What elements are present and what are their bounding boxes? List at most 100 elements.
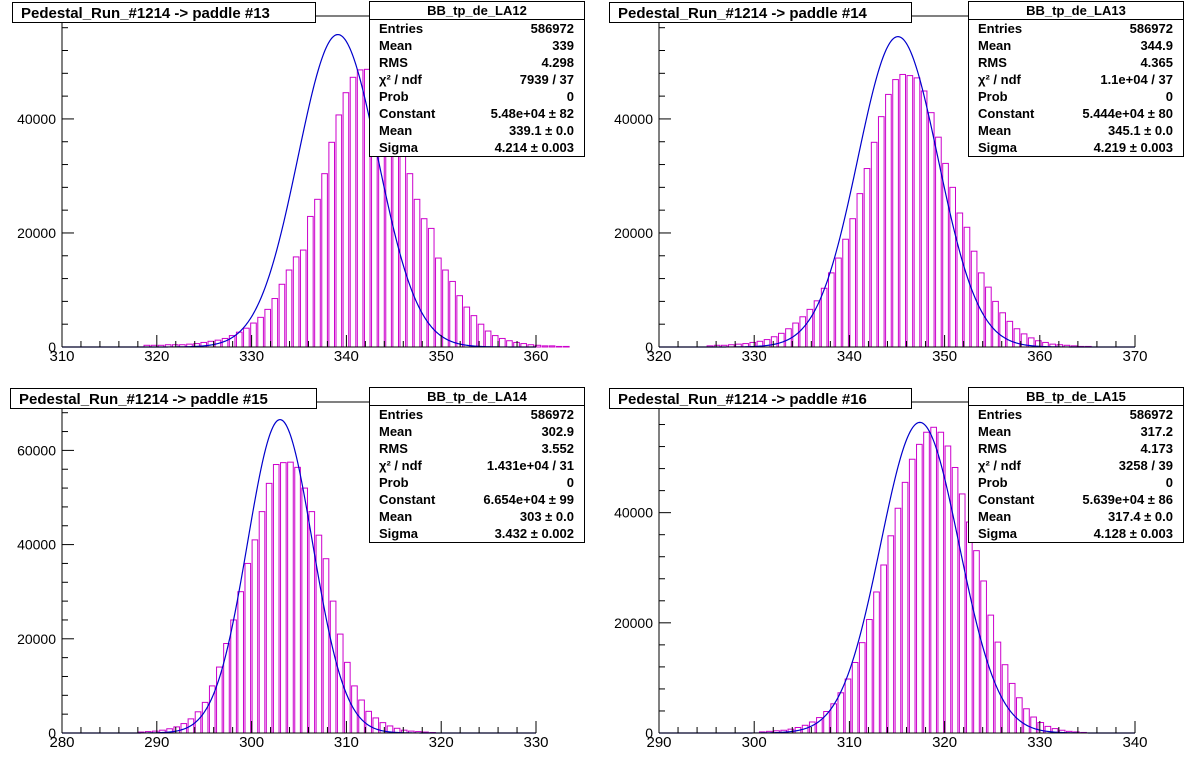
- histogram-bar: [951, 466, 959, 734]
- y-tick-label: 40000: [614, 505, 653, 521]
- x-tick-label: 360: [523, 348, 548, 365]
- stats-row-rms: RMS 3.552: [370, 440, 584, 457]
- x-tick-label: 310: [334, 734, 359, 751]
- histogram-bar: [944, 445, 952, 734]
- stats-value: 5.48e+04 ± 82: [490, 106, 574, 121]
- stats-value: 302.9: [541, 424, 574, 439]
- x-tick-label: 340: [334, 348, 359, 365]
- histogram-bar: [287, 461, 294, 734]
- histogram-bar: [770, 336, 778, 348]
- x-tick-label: 310: [837, 734, 862, 751]
- stats-label: Mean: [379, 509, 413, 524]
- stats-value: 1.431e+04 / 31: [486, 458, 574, 473]
- histogram-bar: [844, 678, 852, 734]
- stats-label: Entries: [978, 21, 1023, 36]
- x-tick-label: 330: [239, 348, 264, 365]
- histogram-bar: [949, 186, 956, 348]
- panel-title-paddle-13: Pedestal_Run_#1214 -> paddle #13: [12, 2, 316, 23]
- stats-label: Mean: [379, 38, 413, 53]
- stats-label: Constant: [379, 106, 436, 121]
- stats-label: Sigma: [379, 140, 419, 155]
- y-tick-label: 20000: [17, 631, 56, 647]
- histogram-bar: [484, 330, 492, 348]
- histogram-bar: [314, 198, 321, 348]
- stats-value: 7939 / 37: [519, 72, 574, 87]
- stats-value: 344.9: [1140, 38, 1173, 53]
- histogram-bar: [265, 482, 273, 734]
- histogram-bar: [1037, 722, 1045, 734]
- histogram-bar: [271, 298, 279, 348]
- histogram-bar: [399, 143, 407, 348]
- y-tick-label: 0: [645, 725, 653, 741]
- histogram-bar: [906, 75, 914, 348]
- stats-value: 586972: [1129, 21, 1173, 36]
- histogram-bar: [322, 558, 330, 734]
- histogram-bar: [778, 332, 785, 348]
- histogram-bar: [820, 287, 828, 348]
- histogram-bar: [534, 344, 542, 348]
- histogram-bar: [285, 269, 293, 348]
- histogram-bar: [856, 193, 864, 348]
- stats-value: 4.365: [1140, 55, 1173, 70]
- stats-value: 0: [1165, 475, 1173, 490]
- histogram-bar: [406, 173, 414, 348]
- histogram-bar: [930, 426, 937, 734]
- stats-row-constant: Constant 6.654e+04 ± 99: [370, 491, 584, 508]
- stats-row-fit-mean: Mean 303 ± 0.0: [370, 508, 584, 525]
- y-tick-label: 20000: [614, 615, 653, 631]
- stats-row-sigma: Sigma 4.219 ± 0.003: [969, 139, 1183, 156]
- histogram-bar: [278, 283, 286, 348]
- histogram-bar: [264, 308, 272, 348]
- histogram-bar: [873, 591, 880, 734]
- stats-value: 0: [566, 475, 574, 490]
- histogram-bar: [563, 345, 570, 348]
- stats-label: Mean: [978, 509, 1012, 524]
- histogram-bar: [344, 661, 351, 734]
- x-tick-label: 280: [49, 734, 74, 751]
- x-tick-label: 360: [1027, 348, 1052, 365]
- histogram-bar: [835, 257, 842, 348]
- stats-label: χ² / ndf: [379, 458, 422, 473]
- histogram-bar: [956, 212, 964, 348]
- stats-box-paddle-13: BB_tp_de_LA12 Entries 586972 Mean 339 RMS 4…: [369, 1, 585, 157]
- stats-label: Prob: [379, 89, 409, 104]
- histogram-bar: [299, 249, 307, 348]
- stats-label: Sigma: [379, 526, 419, 541]
- y-tick-label: 40000: [17, 537, 56, 553]
- stats-value: 317.4 ± 0.0: [1108, 509, 1173, 524]
- stats-box-paddle-15: BB_tp_de_LA14 Entries 586972 Mean 302.9 RM…: [369, 387, 585, 543]
- stats-row-mean: Mean 302.9: [370, 423, 584, 440]
- stats-value: 317.2: [1140, 424, 1173, 439]
- x-tick-label: 350: [932, 348, 957, 365]
- y-tick-label: 60000: [17, 442, 56, 458]
- stats-label: Constant: [978, 106, 1035, 121]
- histogram-bar: [837, 692, 845, 734]
- stats-row-prob: Prob 0: [969, 88, 1183, 105]
- stats-value: 3.432 ± 0.002: [494, 526, 574, 541]
- histogram-bar: [994, 641, 1002, 734]
- histogram-bar: [963, 226, 971, 348]
- histogram-bar: [937, 431, 945, 734]
- stats-row-chi2: χ² / ndf 3258 / 39: [969, 457, 1183, 474]
- histogram-bar: [223, 643, 230, 734]
- histogram-bar: [294, 466, 301, 734]
- histogram-bar: [463, 306, 471, 348]
- stats-value: 4.173: [1140, 441, 1173, 456]
- stats-label: RMS: [379, 441, 408, 456]
- stats-label: Mean: [978, 424, 1012, 439]
- stats-label: RMS: [978, 441, 1007, 456]
- stats-value: 339.1 ± 0.0: [509, 123, 574, 138]
- x-tick-label: 290: [144, 734, 169, 751]
- histogram-bar: [923, 431, 930, 734]
- x-tick-label: 350: [429, 348, 454, 365]
- histogram-bar: [555, 345, 563, 348]
- stats-value: 4.128 ± 0.003: [1093, 526, 1173, 541]
- stats-row-constant: Constant 5.48e+04 ± 82: [370, 105, 584, 122]
- stats-label: RMS: [978, 55, 1007, 70]
- panel-title-paddle-16: Pedestal_Run_#1214 -> paddle #16: [609, 388, 912, 409]
- stats-row-entries: Entries 586972: [370, 406, 584, 423]
- stats-label: RMS: [379, 55, 408, 70]
- x-tick-label: 340: [837, 348, 862, 365]
- histogram-bar: [230, 619, 237, 734]
- stats-label: Constant: [978, 492, 1035, 507]
